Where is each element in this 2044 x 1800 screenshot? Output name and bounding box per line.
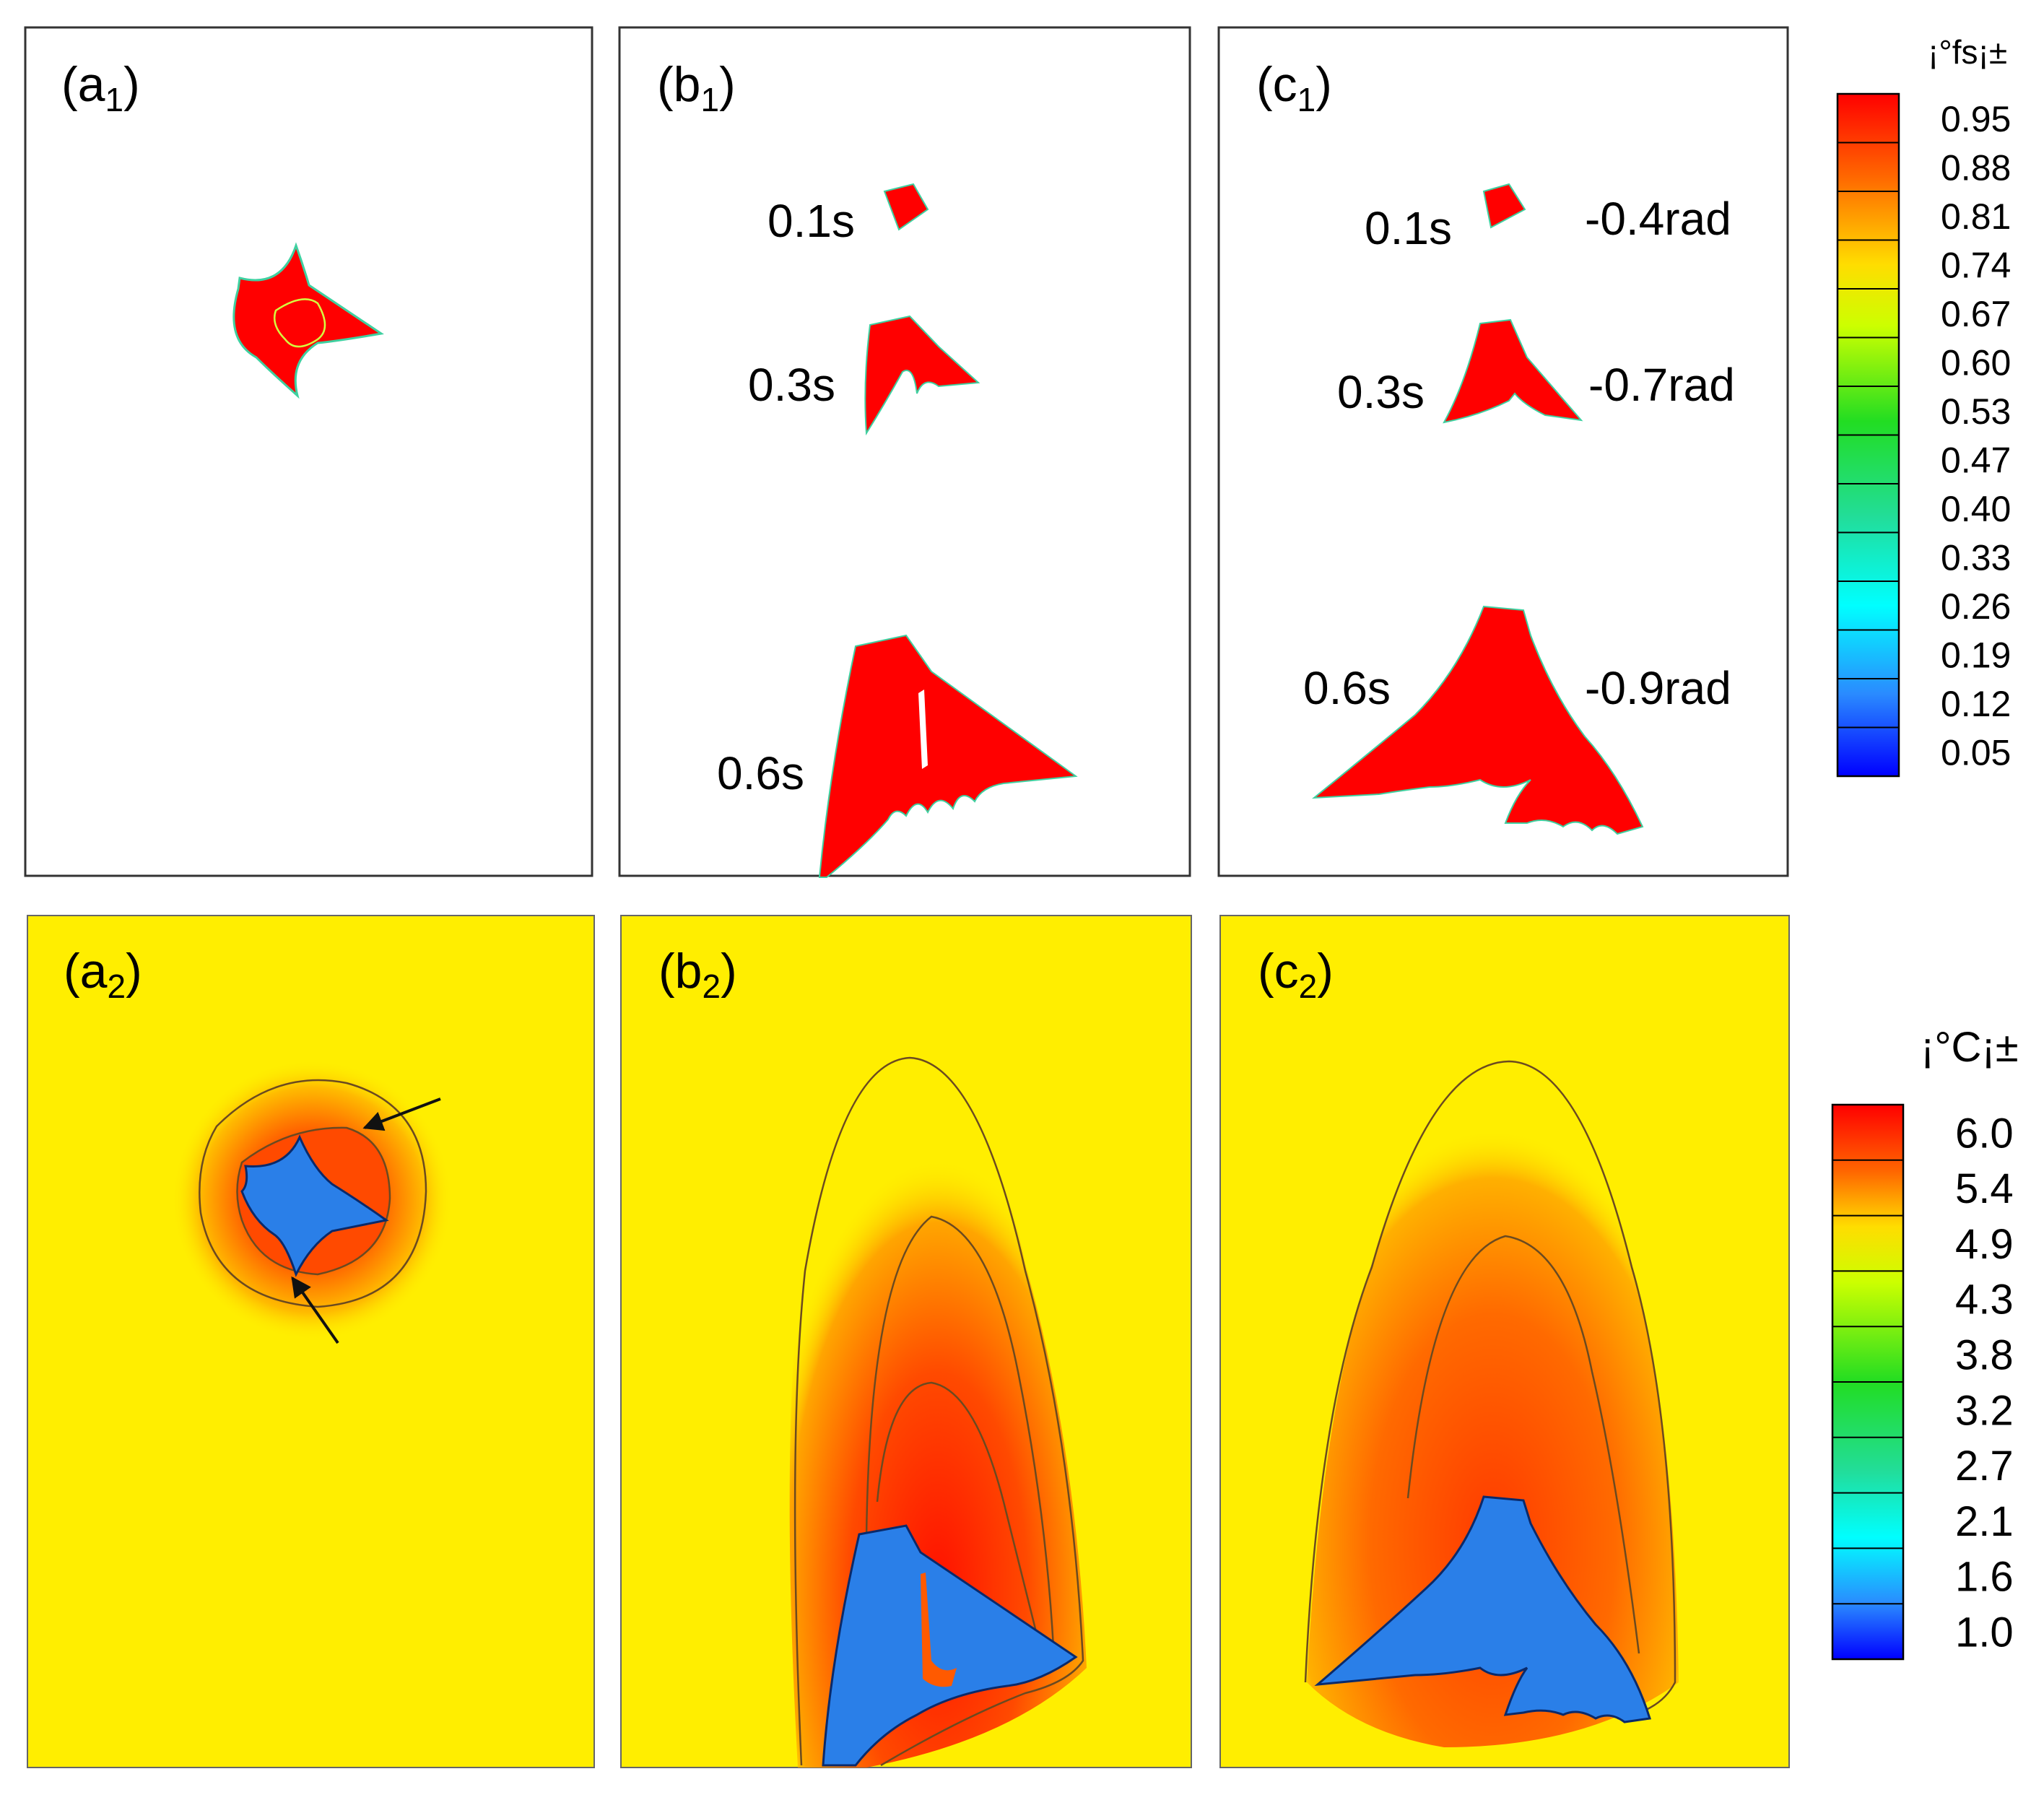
dendrite-c2 — [1314, 1495, 1651, 1723]
contour-c2-outer — [1304, 1060, 1676, 1720]
colorbar-c-tick-label: 6.0 — [1955, 1110, 2014, 1157]
panel-a2-label: (a2) — [64, 944, 142, 1005]
colorbar-fs: ¡°fs¡± 0.95 0.88 0.81 0.74 0.67 0.60 0.53 0.47 0… — [1836, 33, 2011, 778]
contour-a2-outer — [199, 1079, 427, 1308]
angle-label-c1-2: -0.7rad — [1588, 359, 1735, 411]
panel-a1-label: (a1) — [61, 57, 140, 118]
colorbar-fs-tick-label: 0.33 — [1941, 537, 2011, 578]
dendrite-b2 — [822, 1524, 1078, 1767]
arrow-a2-upper — [362, 1097, 441, 1131]
dendrite-c1-t1 — [1482, 183, 1526, 229]
angle-label-c1-3: -0.9rad — [1585, 662, 1731, 714]
colorbar-c-tick-label: 1.6 — [1955, 1554, 2014, 1601]
time-label-c1-2: 0.3s — [1337, 366, 1425, 418]
contour-b2-mid — [865, 1215, 1056, 1661]
colorbar-c-tick-label: 4.3 — [1955, 1277, 2014, 1323]
colorbar-c-tick-label: 3.2 — [1955, 1387, 2014, 1434]
colorbar-c-tick-label: 3.8 — [1955, 1331, 2014, 1378]
dendrite-b1-t2 — [864, 315, 980, 436]
dendrite-a1 — [232, 242, 384, 399]
panel-c1: (c1) 0.1s 0.3s 0.6s -0.4rad -0.7rad -0.9… — [1217, 26, 1789, 877]
dendrite-c1-t2 — [1443, 318, 1583, 424]
panel-b2-label: (b2) — [658, 944, 737, 1005]
panel-c2: (c2) — [1219, 915, 1790, 1768]
colorbar-fs-tick-label: 0.26 — [1941, 586, 2011, 627]
colorbar-c-tick-label: 1.0 — [1955, 1609, 2014, 1656]
colorbar-fs-tick-label: 0.12 — [1941, 684, 2011, 724]
colorbar-c-tick-label: 2.1 — [1955, 1498, 2014, 1545]
panel-a1: (a1) — [24, 26, 593, 877]
colorbar-c-tick-label: 2.7 — [1955, 1443, 2014, 1490]
colorbar-fs-tick-label: 0.60 — [1941, 342, 2011, 383]
colorbar-fs-tick-label: 0.88 — [1941, 147, 2011, 188]
dendrite-b1-t3-channel — [918, 690, 928, 769]
time-label-c1-3: 0.6s — [1303, 662, 1391, 714]
arrow-a2-lower — [291, 1276, 339, 1344]
panel-b1: (b1) 0.1s 0.3s 0.6s — [618, 26, 1191, 878]
contour-b2-inner — [876, 1381, 1041, 1647]
panel-a2: (a2) — [27, 915, 595, 1768]
concentration-field-c2 — [1307, 1060, 1679, 1747]
colorbar-fs-tick-label: 0.19 — [1941, 635, 2011, 675]
colorbar-fs-tick-label: 0.47 — [1941, 440, 2011, 480]
colorbar-fs-title: ¡°fs¡± — [1928, 33, 2007, 71]
time-label-c1-1: 0.1s — [1365, 202, 1452, 254]
dendrite-b1-t1 — [883, 183, 929, 231]
dendrite-a2 — [240, 1134, 389, 1277]
panel-c2-label: (c2) — [1258, 944, 1334, 1005]
angle-label-c1-1: -0.4rad — [1585, 193, 1731, 245]
colorbar-c-tick-label: 5.4 — [1955, 1165, 2014, 1212]
time-label-b1-3: 0.6s — [717, 747, 804, 799]
dendrite-b2-side-branch — [921, 1573, 957, 1687]
colorbar-c: ¡°C¡± 6.0 5.4 4.9 4.3 3.8 3.2 2.7 2.1 1.6 1.0 — [1831, 1024, 2019, 1661]
colorbar-fs-tick-label: 0.67 — [1941, 294, 2011, 334]
contour-c2-inner — [1406, 1235, 1640, 1654]
colorbar-fs-tick-label: 0.40 — [1941, 489, 2011, 529]
colorbar-fs-tick-label: 0.95 — [1941, 99, 2011, 139]
dendrite-c1-t3 — [1311, 605, 1644, 835]
time-label-b1-2: 0.3s — [748, 359, 835, 411]
contour-b2-outer — [793, 1056, 1084, 1767]
time-label-b1-1: 0.1s — [767, 195, 855, 247]
colorbar-fs-tick-label: 0.53 — [1941, 391, 2011, 432]
colorbar-c-title: ¡°C¡± — [1921, 1024, 2019, 1071]
panel-c1-label: (c1) — [1256, 57, 1332, 118]
colorbar-fs-tick-label: 0.81 — [1941, 196, 2011, 237]
colorbar-c-tick-label: 4.9 — [1955, 1221, 2014, 1268]
colorbar-fs-tick-label: 0.74 — [1941, 245, 2011, 285]
dendrite-b1-t3 — [818, 634, 1078, 878]
panel-b1-label: (b1) — [657, 57, 736, 118]
colorbar-fs-tick-label: 0.05 — [1941, 732, 2011, 773]
dendrite-a1-inner — [273, 298, 326, 348]
panel-b2: (b2) — [620, 915, 1192, 1768]
